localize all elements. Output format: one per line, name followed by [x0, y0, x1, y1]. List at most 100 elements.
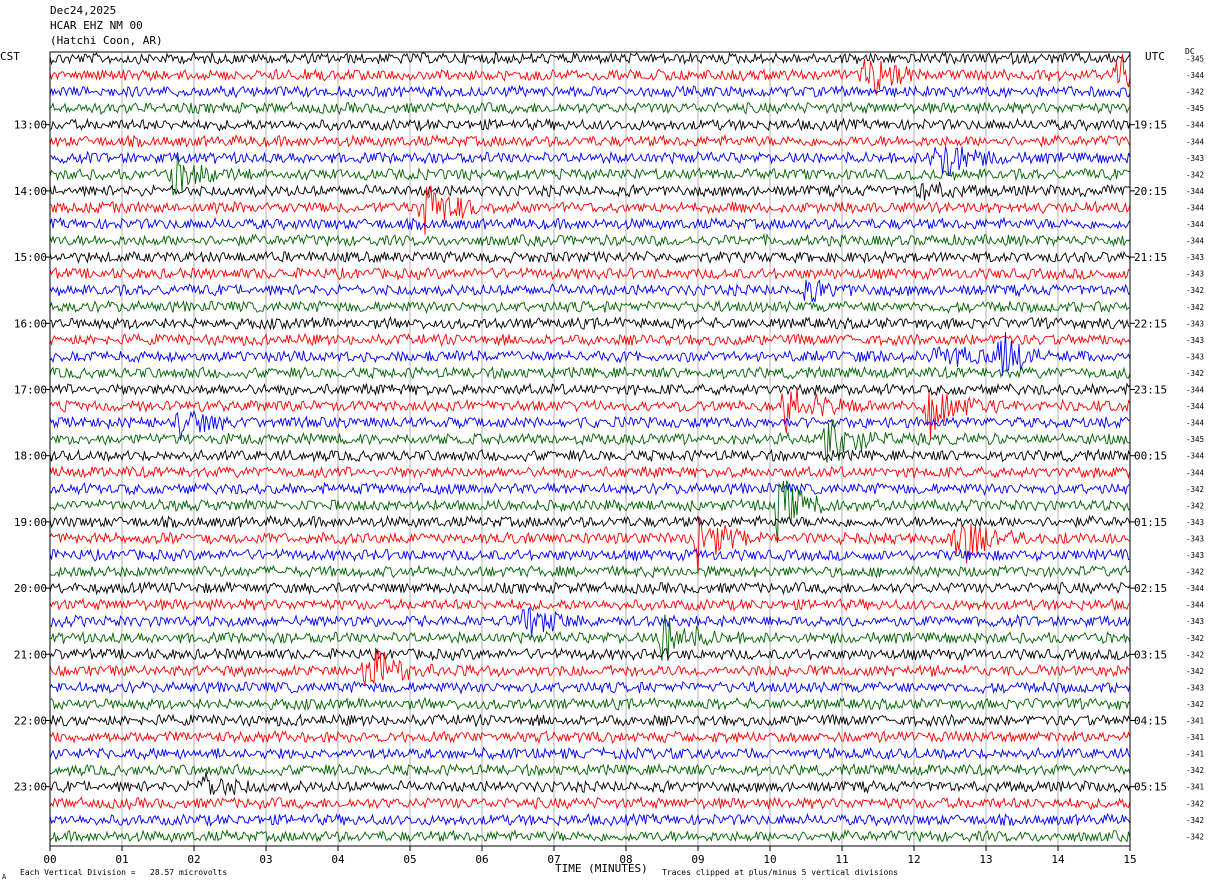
dc-offset-label: -344 [1186, 386, 1205, 395]
x-tick-label: 14 [1051, 853, 1065, 866]
right-hour-label: 22:15 [1134, 317, 1167, 330]
location-label: (Hatchi Coon, AR) [50, 34, 163, 47]
left-hour-label: 22:00 [14, 715, 47, 728]
dc-offset-label: -343 [1186, 319, 1204, 328]
trace-row-3 [49, 100, 1131, 116]
trace-row-6 [49, 146, 1131, 177]
dc-offset-label: -341 [1186, 750, 1204, 759]
x-tick-label: 10 [763, 853, 776, 866]
dc-offset-label: -342 [1186, 170, 1204, 179]
dc-offset-label: -342 [1186, 799, 1204, 808]
dc-offset-label: -342 [1186, 667, 1204, 676]
dc-offset-label: -344 [1186, 187, 1205, 196]
dc-offset-label: -342 [1186, 286, 1204, 295]
left-hour-label: 14:00 [14, 185, 47, 198]
right-hour-label: 02:15 [1134, 582, 1167, 595]
trace-row-31 [49, 564, 1131, 579]
x-axis-ticks: 00 01 02 03 04 05 06 07 08 09 10 11 12 13 14 15 [43, 846, 1137, 866]
dc-offset-label: -344 [1186, 137, 1205, 146]
x-tick-label: 13 [979, 853, 992, 866]
dc-offset-label: -343 [1186, 617, 1204, 626]
x-axis-title: TIME (MINUTES) [555, 862, 648, 875]
x-tick-label: 11 [835, 853, 848, 866]
trace-row-8 [49, 181, 1131, 201]
seismic-traces [49, 51, 1131, 843]
dc-offset-label: -342 [1186, 816, 1204, 825]
left-hour-label: 16:00 [14, 317, 47, 330]
dc-offset-label: -341 [1186, 733, 1204, 742]
trace-row-25 [49, 465, 1131, 480]
trace-row-20 [49, 382, 1131, 397]
trace-row-24 [49, 448, 1131, 463]
trace-row-27 [49, 480, 1131, 543]
x-tick-label: 01 [115, 853, 128, 866]
dc-offset-label: -342 [1186, 766, 1204, 775]
right-hour-label: 03:15 [1134, 648, 1167, 661]
x-tick-label: 09 [691, 853, 704, 866]
dc-offset-label: -343 [1186, 683, 1204, 692]
trace-row-15 [49, 299, 1131, 315]
trace-row-22 [49, 409, 1131, 441]
trace-row-1 [49, 54, 1131, 96]
left-hour-label: 17:00 [14, 384, 47, 397]
grid-lines [121, 52, 1059, 846]
trace-row-35 [49, 614, 1131, 662]
dc-offset-label: -343 [1186, 253, 1204, 262]
trace-row-42 [49, 746, 1131, 761]
trace-row-33 [49, 597, 1131, 612]
right-hour-label: 01:15 [1134, 516, 1167, 529]
trace-row-36 [49, 647, 1131, 662]
trace-row-45 [49, 796, 1131, 811]
right-hour-label: 20:15 [1134, 185, 1167, 198]
dc-offset-label: -342 [1186, 303, 1204, 312]
trace-row-5 [49, 133, 1131, 148]
trace-row-18 [49, 332, 1131, 376]
trace-row-43 [49, 762, 1131, 778]
trace-row-17 [49, 332, 1131, 347]
left-hour-label: 19:00 [14, 516, 47, 529]
right-hour-label: 23:15 [1134, 384, 1167, 397]
dc-offset-label: -341 [1186, 717, 1204, 726]
dc-offset-label: -344 [1186, 419, 1205, 428]
trace-row-26 [49, 481, 1131, 497]
dc-offset-label: -342 [1186, 88, 1204, 97]
trace-row-38 [49, 680, 1131, 695]
dc-offset-label: -343 [1186, 534, 1204, 543]
dc-offset-label: -343 [1186, 336, 1204, 345]
right-hour-label: 00:15 [1134, 450, 1167, 463]
trace-row-41 [49, 729, 1131, 745]
trace-row-39 [49, 696, 1131, 712]
scale-note: Each Vertical Division = 28.57 microvolt… [20, 868, 228, 877]
date-label: Dec24,2025 [50, 4, 117, 17]
trace-row-47 [49, 829, 1131, 843]
trace-row-21 [49, 387, 1131, 441]
dc-offset-label: -341 [1186, 783, 1204, 792]
x-tick-label: 07 [547, 853, 560, 866]
trace-row-23 [49, 419, 1131, 463]
trace-row-40 [49, 713, 1131, 728]
dc-offset-label: -344 [1186, 203, 1205, 212]
dc-offset-label: -342 [1186, 634, 1204, 643]
dc-offset-label: -344 [1186, 237, 1205, 246]
dc-offset-label: -344 [1186, 601, 1205, 610]
trace-row-29 [49, 517, 1131, 575]
dc-offset-label: -344 [1186, 220, 1205, 229]
trace-row-0 [49, 51, 1131, 66]
trace-row-7 [49, 153, 1131, 196]
dc-offset-label: -344 [1186, 468, 1205, 477]
right-hour-label: 21:15 [1134, 251, 1167, 264]
x-tick-label: 15 [1123, 853, 1136, 866]
trace-row-4 [49, 117, 1131, 132]
trace-row-19 [49, 365, 1131, 380]
dc-offset-label: -344 [1186, 452, 1205, 461]
dc-offset-label: -342 [1186, 832, 1204, 841]
dc-offset-label: -343 [1186, 518, 1204, 527]
plot-frame [49, 51, 1131, 847]
x-tick-label: 02 [187, 853, 200, 866]
x-tick-label: 00 [43, 853, 56, 866]
left-hour-label: 20:00 [14, 582, 47, 595]
dc-offset-label: -345 [1186, 435, 1204, 444]
left-hour-label: 18:00 [14, 450, 47, 463]
dc-offset-label: -342 [1186, 650, 1204, 659]
left-hour-label: 13:00 [14, 119, 47, 132]
